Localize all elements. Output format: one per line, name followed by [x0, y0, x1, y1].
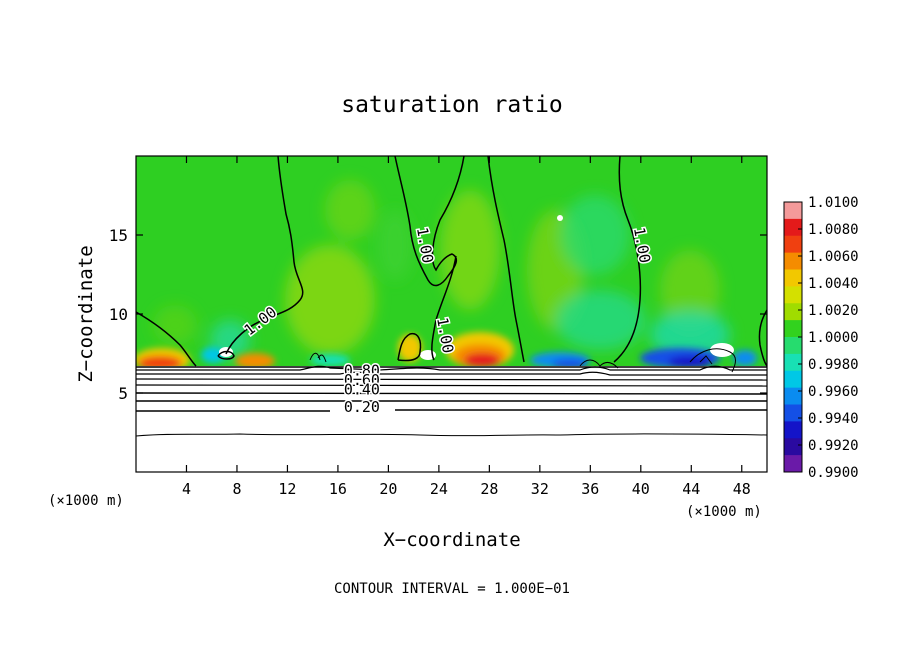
x-tick-label: 24 — [430, 480, 448, 498]
colorbar-swatch — [784, 235, 802, 254]
y-tick-label: 10 — [109, 305, 128, 324]
colorbar — [783, 201, 803, 473]
colorbar-label: 1.0020 — [808, 303, 859, 319]
x-unit-right: (×1000 m) — [686, 504, 762, 520]
x-unit-left: (×1000 m) — [48, 493, 124, 509]
x-tick-label: 4 — [182, 480, 191, 498]
below-surface-region — [136, 366, 767, 472]
contour-label: 0.80 — [344, 362, 380, 380]
colorbar-label: 1.0080 — [808, 222, 859, 238]
colorbar-label: 1.0100 — [808, 195, 859, 211]
colorbar-swatch — [784, 202, 802, 220]
x-tick-label: 12 — [278, 480, 296, 498]
contour-label: 0.60 — [344, 371, 380, 389]
colorbar-label: 0.9920 — [808, 438, 859, 454]
colorbar-swatch — [784, 455, 802, 473]
colorbar-swatch — [784, 438, 802, 456]
y-axis-label: Z−coordinate — [75, 245, 97, 382]
contour-lines-lower — [136, 365, 767, 437]
x-tick-label: 32 — [531, 480, 549, 498]
colorbar-swatch — [784, 421, 802, 439]
colorbar-swatch — [784, 337, 802, 355]
y-tick-label: 15 — [109, 226, 128, 245]
surface-wiggles — [309, 348, 736, 373]
colorbar-swatch — [784, 303, 802, 321]
x-tick-label: 16 — [329, 480, 347, 498]
x-axis-label: X−coordinate — [383, 529, 520, 551]
contour-label: 0.20 — [344, 398, 380, 416]
colorbar-swatch — [784, 252, 802, 270]
contour-lines-1.00 — [136, 156, 767, 367]
colorbar-label: 1.0060 — [808, 249, 859, 265]
chart-title: saturation ratio — [341, 92, 563, 118]
x-tick-label: 20 — [379, 480, 397, 498]
x-tick-label: 40 — [632, 480, 650, 498]
colorbar-label: 1.0000 — [808, 330, 859, 346]
x-tick-label: 28 — [480, 480, 498, 498]
plot-area — [136, 156, 767, 472]
colorbar-labels: 1.0100 1.0080 1.0060 1.0040 1.0020 1.0000 0.99… — [798, 195, 859, 481]
colorbar-swatch — [784, 404, 802, 422]
colorbar-swatch — [784, 218, 802, 237]
x-tick-label: 8 — [232, 480, 241, 498]
colorbar-swatch — [784, 269, 802, 287]
x-tick-label: 36 — [581, 480, 599, 498]
colorbar-label: 1.0040 — [808, 276, 859, 292]
x-tick-label: 48 — [733, 480, 751, 498]
contour-label: 0.40 — [344, 381, 380, 399]
colorbar-swatch — [784, 286, 802, 304]
colorbar-swatch — [784, 387, 802, 405]
y-tick-label: 5 — [118, 384, 128, 403]
contour-interval-note: CONTOUR INTERVAL = 1.000E−01 — [334, 581, 570, 597]
colorbar-label: 0.9940 — [808, 411, 859, 427]
x-axis-ticks: 4 8 12 16 20 24 28 32 36 40 44 48 — [182, 156, 751, 498]
colorbar-swatch — [784, 370, 802, 389]
colorbar-swatch — [784, 353, 802, 372]
colorbar-swatch — [784, 320, 802, 338]
colorbar-label: 0.9980 — [808, 357, 859, 373]
colorbar-label: 0.9960 — [808, 384, 859, 400]
colorbar-label: 0.9900 — [808, 465, 859, 481]
x-tick-label: 44 — [682, 480, 700, 498]
y-axis-ticks: 5 10 15 — [109, 226, 767, 403]
